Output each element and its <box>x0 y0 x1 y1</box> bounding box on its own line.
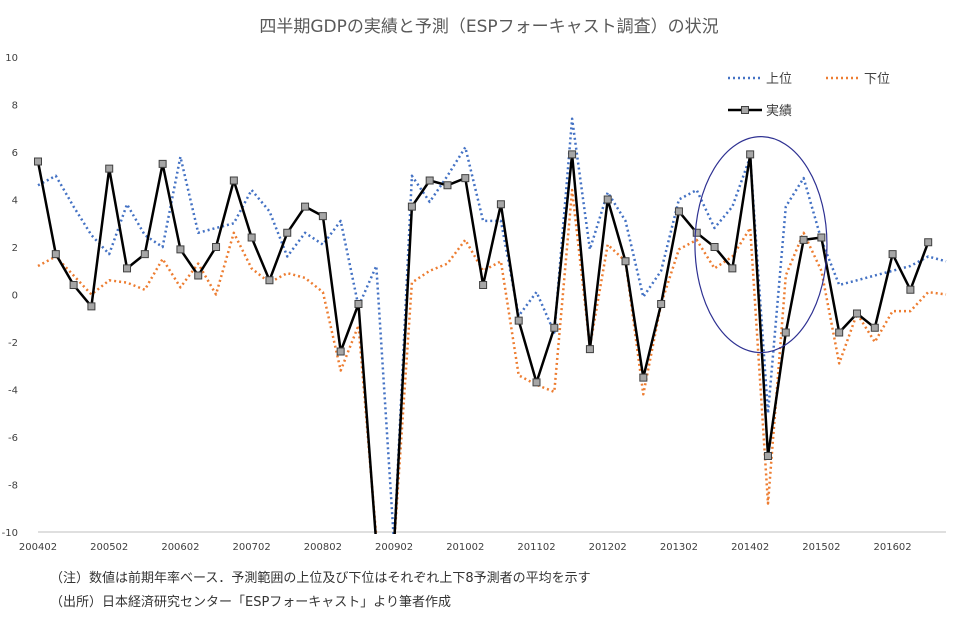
y-tick-label: 0 <box>12 291 18 302</box>
series-group <box>34 117 947 534</box>
data-point-actual <box>799 235 808 244</box>
data-point-actual <box>140 250 149 259</box>
x-tick-label: 200402 <box>19 542 57 553</box>
data-point-actual <box>870 323 879 332</box>
x-tick-label: 201202 <box>589 542 627 553</box>
legend-label-upper: 上位 <box>766 72 792 87</box>
y-tick-label: -2 <box>8 338 18 349</box>
data-point-actual <box>336 347 345 356</box>
data-point-actual <box>123 264 132 273</box>
data-point-actual <box>746 150 755 159</box>
legend-label-actual: 実績 <box>766 103 792 119</box>
data-point-actual <box>621 257 630 266</box>
y-tick-label: -6 <box>8 433 18 444</box>
x-tick-label: 201302 <box>660 542 698 553</box>
legend-swatch-actual-marker <box>741 106 749 114</box>
data-point-actual <box>283 228 292 237</box>
series-lower-line <box>37 188 947 534</box>
x-tick-label: 201502 <box>802 542 840 553</box>
data-point-actual <box>674 207 683 216</box>
data-point-actual <box>247 233 256 242</box>
y-tick-label: -4 <box>8 386 18 397</box>
data-point-actual <box>692 228 701 237</box>
data-point-actual <box>496 200 505 209</box>
data-point-actual <box>158 159 167 168</box>
x-tick-label: 201102 <box>517 542 555 553</box>
x-tick-label: 200902 <box>375 542 413 553</box>
data-point-actual <box>514 316 523 325</box>
chart-title: 四半期GDPの実績と予測（ESPフォーキャスト調査）の状況 <box>259 17 719 37</box>
data-point-actual <box>425 176 434 185</box>
data-point-actual <box>51 250 60 259</box>
note-source: （出所）日本経済研究センター「ESPフォーキャスト」より筆者作成 <box>50 595 452 610</box>
data-point-actual <box>461 174 470 183</box>
data-point-actual <box>212 243 221 251</box>
data-point-actual <box>407 202 416 211</box>
x-tick-label: 200802 <box>304 542 342 553</box>
data-point-actual <box>318 212 327 221</box>
x-tick-label: 200602 <box>161 542 199 553</box>
data-point-actual <box>710 243 719 251</box>
y-tick-label: -10 <box>2 528 18 539</box>
y-tick-label: 4 <box>12 196 18 207</box>
data-point-actual <box>924 238 933 247</box>
data-point-actual <box>835 328 844 337</box>
highlight-ellipse <box>694 136 828 354</box>
x-tick-label: 201002 <box>446 542 484 553</box>
data-point-actual <box>354 300 363 308</box>
data-point-actual <box>229 176 238 185</box>
data-point-actual <box>639 373 648 382</box>
series-upper-line <box>37 117 947 534</box>
data-point-actual <box>763 452 772 460</box>
data-point-actual <box>888 250 897 259</box>
data-point-actual <box>568 150 577 159</box>
data-point-actual <box>176 245 185 254</box>
data-point-actual <box>728 264 737 273</box>
data-point-actual <box>817 233 826 242</box>
x-tick-label: 201402 <box>731 542 769 553</box>
data-point-actual <box>603 195 612 204</box>
data-point-actual <box>87 302 96 311</box>
data-point-actual <box>657 300 666 308</box>
data-point-actual <box>301 202 310 211</box>
data-point-actual <box>852 309 861 318</box>
legend-label-lower: 下位 <box>864 72 890 87</box>
annotation-group <box>694 136 828 354</box>
y-tick-label: 2 <box>12 243 18 254</box>
data-point-actual <box>906 285 915 294</box>
data-point-actual <box>34 157 42 166</box>
data-point-actual <box>69 281 78 289</box>
y-tick-label: 6 <box>12 148 18 159</box>
data-point-actual <box>585 345 594 354</box>
data-point-actual <box>550 323 559 332</box>
data-point-actual <box>781 328 790 337</box>
data-point-actual <box>265 276 274 285</box>
legend: 上位 下位 実績 <box>728 72 890 119</box>
data-point-actual <box>105 164 114 173</box>
y-tick-label: 10 <box>5 53 18 64</box>
axes-group: -10 -8 -6 -4 -2 0 2 4 6 8 10 200402 200502 200602 2007… <box>2 53 946 553</box>
data-point-actual <box>443 181 452 190</box>
y-tick-label: 8 <box>12 101 18 112</box>
note-definition: （注）数値は前期年率ベース．予測範囲の上位及び下位はそれぞれ上下8予測者の平均を… <box>50 571 591 586</box>
data-point-actual <box>479 281 488 289</box>
y-tick-label: -8 <box>8 481 18 492</box>
data-point-actual <box>194 271 203 280</box>
series-actual-line <box>36 153 930 534</box>
data-point-actual <box>532 378 541 387</box>
x-tick-label: 200502 <box>90 542 128 553</box>
x-tick-label: 201602 <box>873 542 911 553</box>
x-tick-label: 200702 <box>233 542 271 553</box>
